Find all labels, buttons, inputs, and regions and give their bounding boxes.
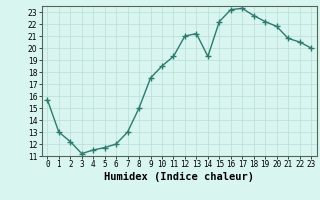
X-axis label: Humidex (Indice chaleur): Humidex (Indice chaleur) xyxy=(104,172,254,182)
